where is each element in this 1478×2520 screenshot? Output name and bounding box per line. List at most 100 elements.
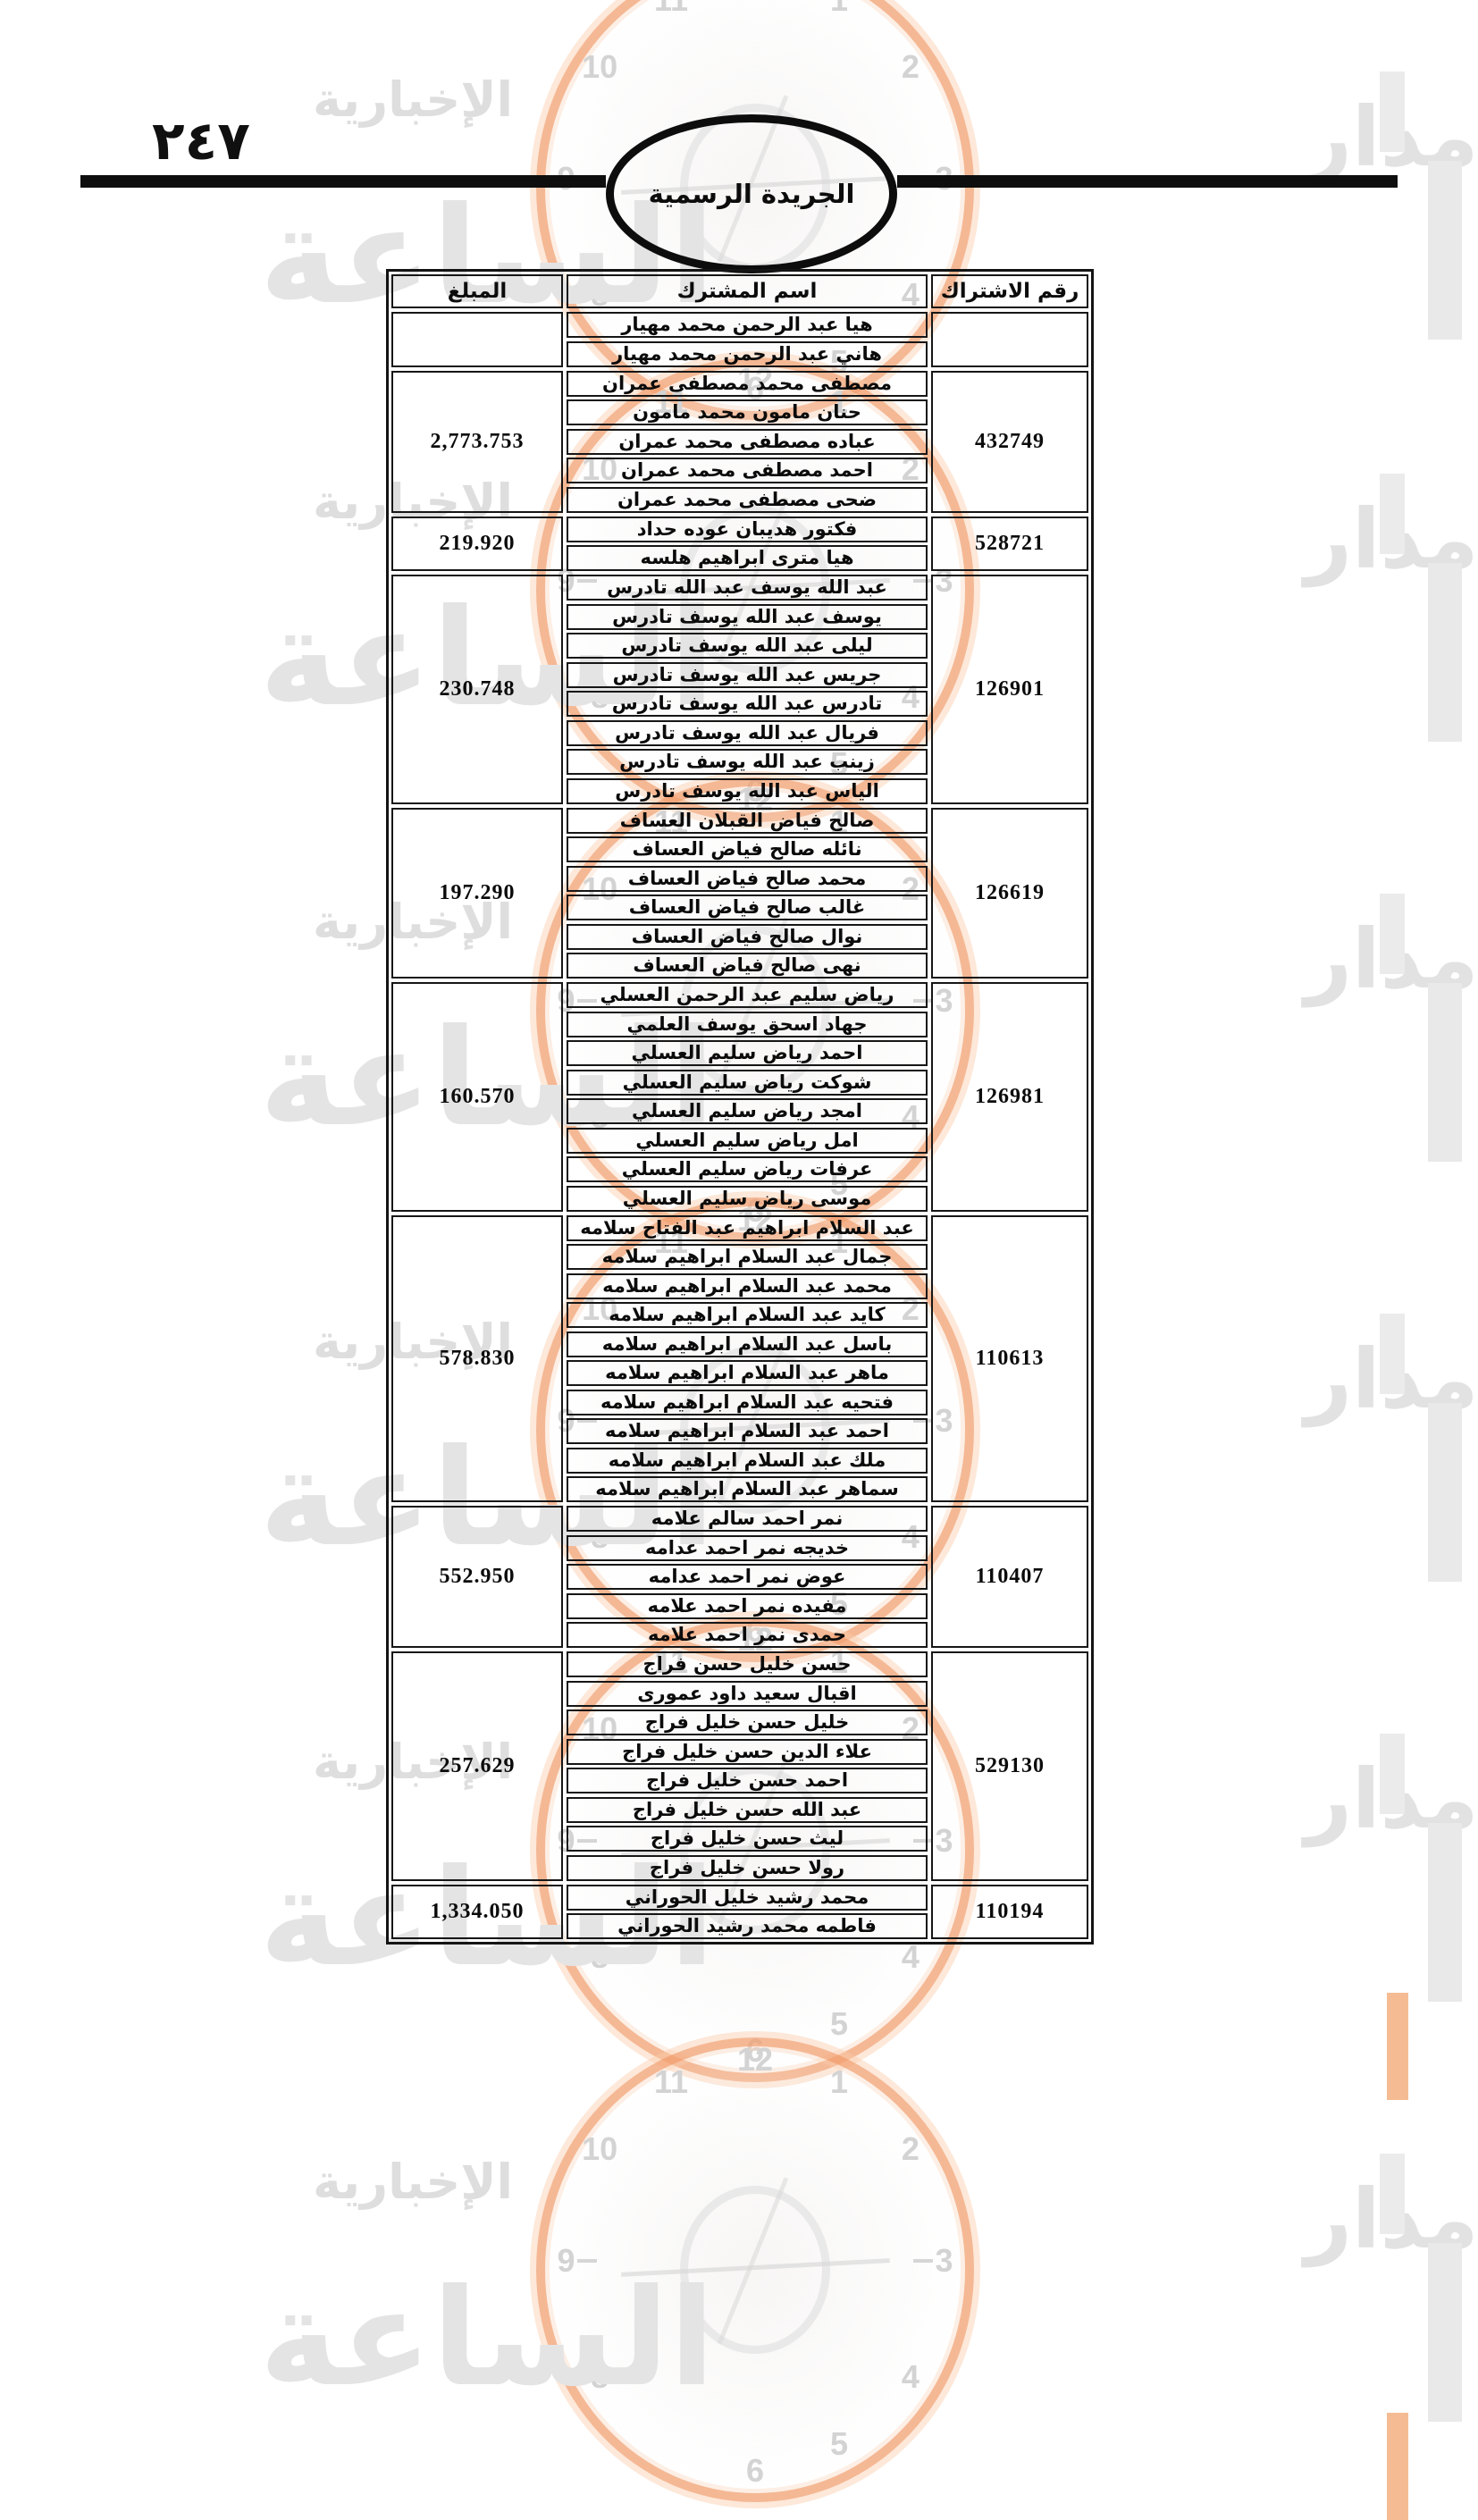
subscriber-names-column: محمد رشيد خليل الحوراني فاطمه محمد رشيد ا… [567,1884,928,1939]
header-subscriber-name: اسم المشترك [567,274,928,308]
subscriber-name-cell: كايد عبد السلام ابراهيم سلامه [567,1302,928,1328]
subscriber-name-cell: محمد صالح فياض العساف [567,865,928,892]
amount-cell: 197.290 [391,807,563,979]
subscription-number-cell [931,312,1088,367]
subscriber-name-cell: باسل عبد السلام ابراهيم سلامه [567,1331,928,1357]
clock-number: 8 [591,2358,609,2395]
table-group: 110613 عبد السلام ابراهيم عبد الفتاح سلام… [391,1214,1088,1502]
subscriber-names-column: مصطفى محمد مصطفى عمران حنان مامون محمد ما… [567,370,928,513]
subscriber-name-cell: هيا مترى ابراهيم هلسه [567,545,928,571]
subscription-number-cell: 126901 [931,575,1088,804]
subscriber-name-cell: رولا حسن خليل فراج [567,1854,928,1881]
clock-number: 2 [901,2130,920,2167]
subscriber-name-cell: نهى صالح فياض العساف [567,953,928,979]
table-group: 126981 رياض سليم عبد الرحمن العسلي جهاد اس… [391,982,1088,1212]
subscriber-name-cell: عرفات رياض سليم العسلي [567,1156,928,1182]
subscriber-name-cell: خديجه نمر احمد عدامه [567,1534,928,1561]
subscriber-name-cell: خليل حسن خليل فراج [567,1709,928,1735]
subscriber-names-column: هيا عبد الرحمن محمد مهيار هاني عبد الرحمن… [567,312,928,367]
clock-tick [913,2259,933,2263]
subscriber-name-cell: عبد الله يوسف عبد الله تادرس [567,575,928,601]
subscriber-name-cell: زينب عبد الله يوسف تادرس [567,749,928,775]
clock-number: 3 [935,2242,953,2279]
subscriber-name-cell: جريس عبد الله يوسف تادرس [567,661,928,688]
clock-number: 5 [829,2425,849,2462]
clock-number: 6 [745,2452,765,2489]
subscriber-name-cell: يوسف عبد الله يوسف تادرس [567,603,928,630]
subscriber-name-cell: احمد رياض سليم العسلي [567,1040,928,1066]
table-group: 110194 محمد رشيد خليل الحوراني فاطمه محمد … [391,1884,1088,1939]
table-group: 126619 صالح فياض القبلان العساف نائله صالح… [391,807,1088,979]
subscriber-names-column: عبد الله يوسف عبد الله تادرس يوسف عبد الل… [567,575,928,804]
watermark-logo-core-icon [680,2186,830,2354]
subscriber-name-cell: تادرس عبد الله يوسف تادرس [567,691,928,717]
table-group: 126901 عبد الله يوسف عبد الله تادرس يوسف ع… [391,575,1088,804]
table-group: 432749 مصطفى محمد مصطفى عمران حنان مامون م… [391,370,1088,513]
watermark-brand-word: الساعة [259,2261,716,2416]
watermark-news-word: الإخبارية [313,2154,514,2210]
subscriber-name-cell: مفيده نمر احمد علامه [567,1592,928,1619]
amount-cell: 2,773.753 [391,370,563,513]
subscriber-name-cell: حسن خليل حسن فراج [567,1651,928,1677]
subscriber-name-cell: شوكت رياض سليم العسلي [567,1069,928,1096]
subscriber-name-cell: امل رياض سليم العسلي [567,1127,928,1154]
amount-cell: 578.830 [391,1214,563,1502]
subscriber-names-column: صالح فياض القبلان العساف نائله صالح فياض … [567,807,928,979]
table-group: 110407 نمر احمد سالم علامه خديجه نمر احمد … [391,1506,1088,1648]
table-group: 528721 فكتور هديبان عوده حداد هيا مترى ابر… [391,516,1088,571]
subscriber-name-cell: جمال عبد السلام ابراهيم سلامه [567,1244,928,1270]
header-amount: المبلغ [391,274,563,308]
subscriber-name-cell: جهاد اسحق يوسف العلمي [567,1011,928,1037]
amount-cell: 1,334.050 [391,1884,563,1939]
amount-cell: 552.950 [391,1506,563,1648]
watermark-orange-fragment [1387,2413,1408,2520]
subscription-number-cell: 432749 [931,370,1088,513]
amount-cell: 257.629 [391,1651,563,1881]
subscriber-name-cell: امجد رياض سليم العسلي [567,1098,928,1124]
subscriber-name-cell: فاطمه محمد رشيد الحوراني [567,1913,928,1939]
subscriber-name-cell: احمد مصطفى محمد عمران [567,458,928,483]
page-number: ٢٤٧ [152,110,250,172]
subscriber-name-cell: حنان مامون محمد مامون [567,399,928,425]
subscriber-name-cell: سماهر عبد السلام ابراهيم سلامه [567,1476,928,1502]
subscription-number-cell: 126981 [931,982,1088,1212]
subscriber-names-column: عبد السلام ابراهيم عبد الفتاح سلامه جمال … [567,1214,928,1502]
subscriber-name-cell: ليلى عبد الله يوسف تادرس [567,633,928,659]
table-header-row: رقم الاشتراك اسم المشترك المبلغ [391,274,1088,308]
clock-hand-icon [718,2177,789,2345]
subscriber-name-cell: نوال صالح فياض العساف [567,923,928,950]
subscriber-name-cell: ليث حسن خليل فراج [567,1826,928,1852]
gazette-stamp-title: الجريدة الرسمية [648,179,855,209]
subscriber-name-cell: نمر احمد سالم علامه [567,1506,928,1532]
amount-cell [391,312,563,367]
table-body: هيا عبد الرحمن محمد مهيار هاني عبد الرحمن… [391,312,1088,1939]
subscriber-name-cell: مصطفى محمد مصطفى عمران [567,370,928,397]
table-group: هيا عبد الرحمن محمد مهيار هاني عبد الرحمن… [391,312,1088,367]
subscriber-name-cell: عبد الله حسن خليل فراج [567,1796,928,1823]
subscriber-name-cell: عبد السلام ابراهيم عبد الفتاح سلامه [567,1214,928,1241]
subscriber-name-cell: صالح فياض القبلان العساف [567,807,928,834]
subscriber-name-cell: احمد حسن خليل فراج [567,1768,928,1793]
gazette-stamp-oval: الجريدة الرسمية [606,114,897,273]
watermark-right-word: مدار [1305,2171,1478,2267]
subscriber-name-cell: علاء الدين حسن خليل فراج [567,1738,928,1765]
header-subscription-number: رقم الاشتراك [931,274,1088,308]
subscriber-name-cell: هيا عبد الرحمن محمد مهيار [567,312,928,338]
amount-cell: 230.748 [391,575,563,804]
header-rule-right [897,175,1398,188]
clock-number: 9 [557,2242,575,2279]
clock-hand-icon [620,2258,890,2277]
subscriber-name-cell: محمد رشيد خليل الحوراني [567,1884,928,1911]
amount-cell: 219.920 [391,516,563,571]
subscription-number-cell: 528721 [931,516,1088,571]
subscriber-name-cell: نائله صالح فياض العساف [567,836,928,862]
subscriber-name-cell: فتحيه عبد السلام ابراهيم سلامه [567,1389,928,1415]
subscriber-name-cell: اقبال سعيد داود عمورى [567,1680,928,1707]
subscriber-name-cell: عباده مصطفى محمد عمران [567,428,928,455]
subscription-number-cell: 110613 [931,1214,1088,1502]
subscriber-names-column: رياض سليم عبد الرحمن العسلي جهاد اسحق يوس… [567,982,928,1212]
subscriber-names-column: فكتور هديبان عوده حداد هيا مترى ابراهيم ه… [567,516,928,571]
subscriber-names-column: حسن خليل حسن فراج اقبال سعيد داود عمورى خل… [567,1651,928,1881]
